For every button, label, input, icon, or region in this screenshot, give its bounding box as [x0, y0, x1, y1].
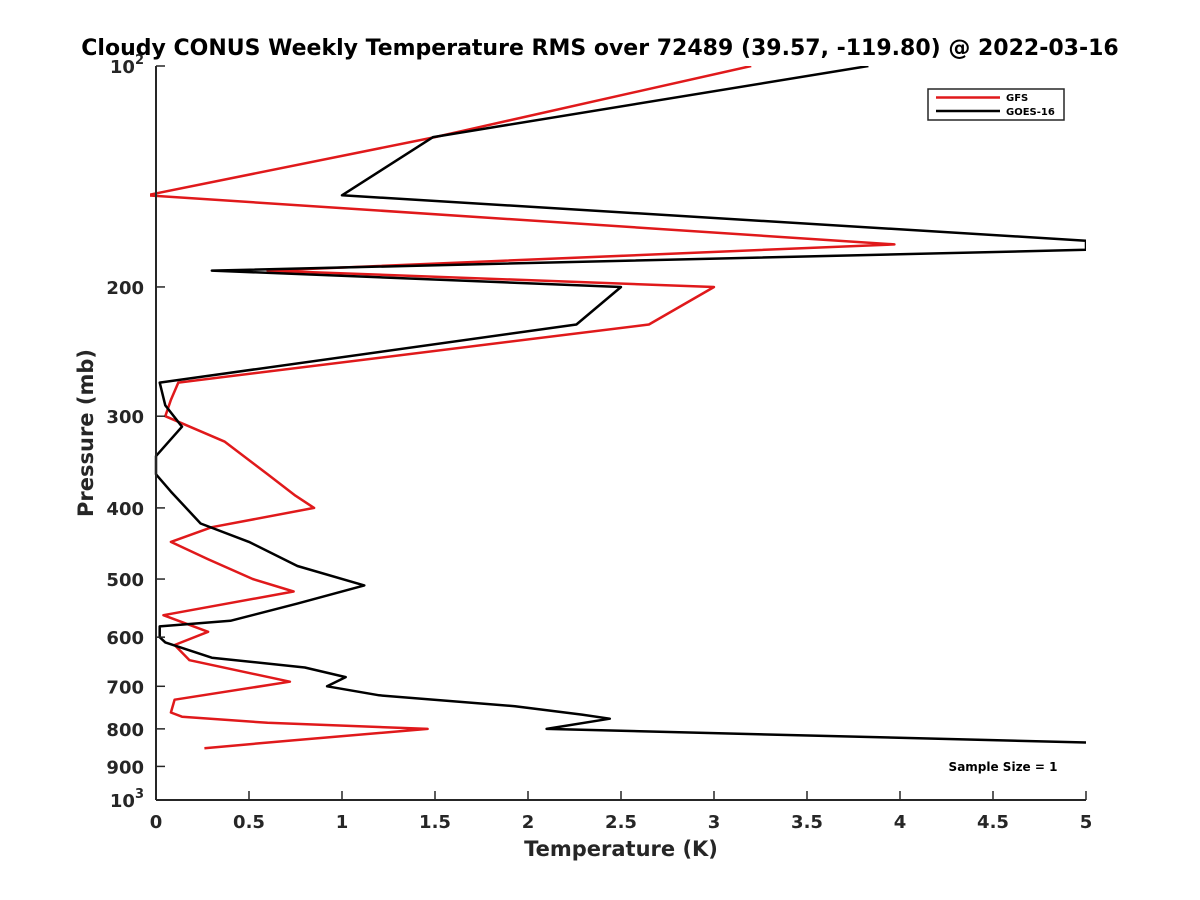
x-tick-label: 4.5 — [977, 812, 1009, 833]
x-tick-label: 3.5 — [791, 812, 823, 833]
series-line-goes-16 — [154, 66, 1086, 744]
x-axis-label: Temperature (K) — [524, 837, 718, 861]
x-tick-label: 4 — [894, 812, 907, 833]
y-tick-label: 300 — [106, 407, 144, 428]
x-tick-label: 2 — [522, 812, 535, 833]
x-tick-label: 5 — [1080, 812, 1093, 833]
y-tick-label: 500 — [106, 570, 144, 591]
x-tick-label: 1.5 — [419, 812, 451, 833]
y-tick-label: 800 — [106, 720, 144, 741]
x-tick-label: 0 — [150, 812, 163, 833]
y-tick-label: 102 — [110, 53, 144, 78]
series-line-gfs — [150, 66, 896, 750]
plot-area — [156, 66, 1086, 800]
y-tick-label: 103 — [110, 787, 144, 812]
legend-box — [927, 88, 1065, 121]
y-tick-label: 400 — [106, 499, 144, 520]
x-tick-label: 1 — [336, 812, 349, 833]
chart-title: Cloudy CONUS Weekly Temperature RMS over… — [81, 36, 1118, 61]
legend: GFS GOES-16 — [927, 88, 1065, 121]
series-layer — [150, 66, 1086, 750]
axes-layer: 0 0.5 1 1.5 2 2.5 3 3.5 4 4.5 5 102 200 300 400 500 600 7… — [106, 53, 1092, 833]
x-tick-label: 3 — [708, 812, 721, 833]
x-tick-label: 2.5 — [605, 812, 637, 833]
legend-label-gfs: GFS — [1006, 93, 1028, 104]
sample-size-annotation: Sample Size = 1 — [949, 760, 1058, 774]
y-tick-label: 200 — [106, 278, 144, 299]
legend-label-goes-16: GOES-16 — [1006, 107, 1055, 118]
x-tick-label: 0.5 — [233, 812, 265, 833]
y-tick-label: 600 — [106, 628, 144, 649]
y-tick-label: 900 — [106, 757, 144, 778]
y-axis-label: Pressure (mb) — [74, 349, 98, 517]
y-tick-label: 700 — [106, 677, 144, 698]
